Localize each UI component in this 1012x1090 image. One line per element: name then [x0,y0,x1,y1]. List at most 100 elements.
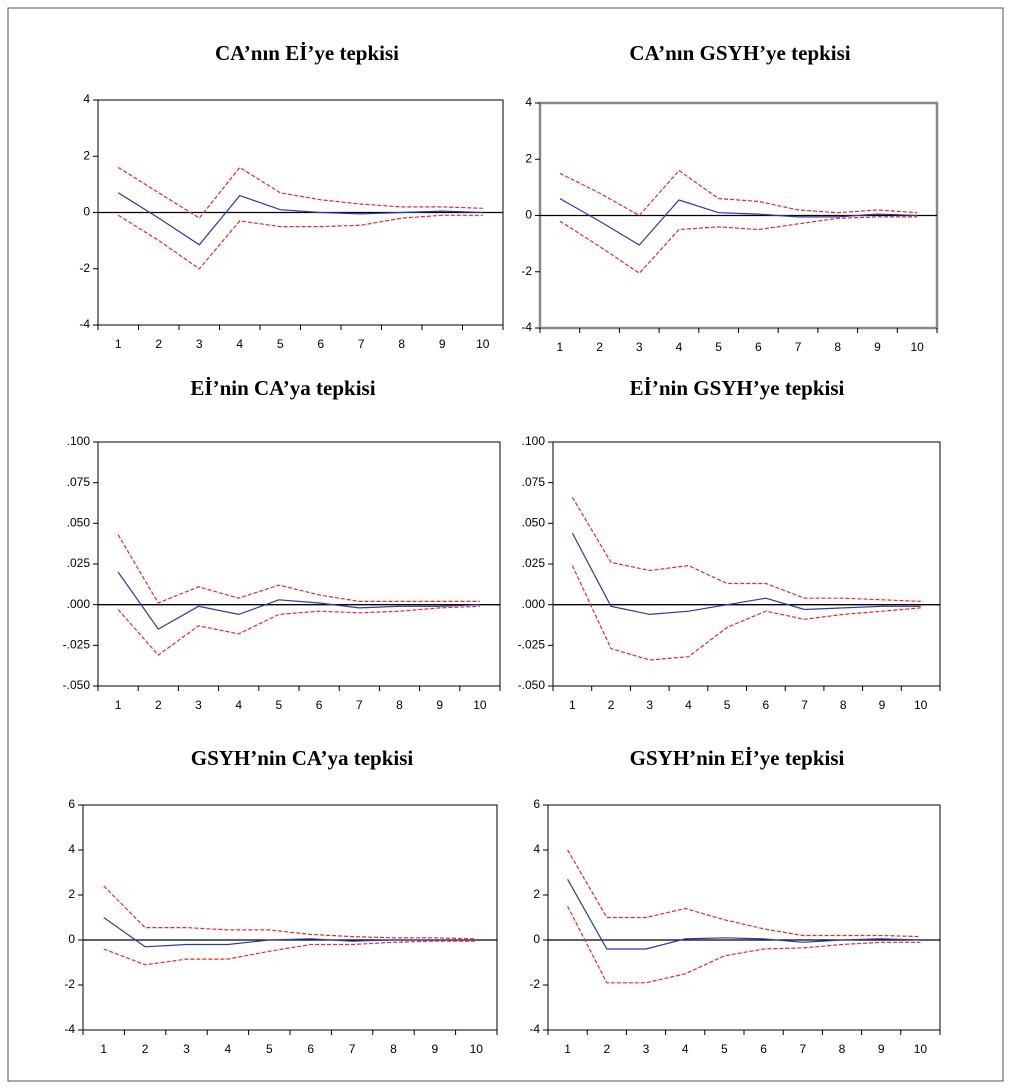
y-tick-label: .000 [67,597,91,611]
response-line [559,198,918,246]
x-tick-label: 7 [358,337,365,351]
y-tick-label: 6 [533,797,540,811]
y-tick-label: -.050 [63,678,91,692]
confidence-band [117,605,480,656]
confidence-band [117,166,483,219]
y-tick-label: -.025 [63,638,91,652]
y-tick-label: -2 [79,261,90,275]
confidence-band [103,885,477,940]
y-tick-label: -.025 [518,638,546,652]
x-tick-label: 8 [398,337,405,351]
y-tick-label: .025 [522,556,546,570]
plot-frame [82,804,498,1031]
y-tick-label: 2 [525,151,532,165]
y-tick-label: .025 [67,556,91,570]
plot-frame [97,441,501,687]
x-tick-label: 7 [795,340,802,354]
y-tick-label: .075 [522,475,546,489]
x-tick-label: 4 [236,337,243,351]
x-tick-label: 3 [195,698,202,712]
y-tick-label: .050 [522,516,546,530]
y-tick-label: 2 [83,148,90,162]
x-tick-label: 1 [115,698,122,712]
confidence-band [103,940,477,966]
x-tick-label: 6 [755,340,762,354]
x-tick-label: 9 [439,337,446,351]
response-line [567,879,921,950]
x-tick-label: 6 [760,1042,767,1056]
x-tick-label: 4 [682,1042,689,1056]
x-tick-label: 1 [100,1042,107,1056]
x-tick-label: 7 [801,698,808,712]
x-tick-label: 10 [914,1042,928,1056]
x-tick-label: 10 [473,698,487,712]
y-tick-label: .100 [522,434,546,448]
y-tick-label: -4 [529,1022,540,1036]
x-tick-label: 6 [763,698,770,712]
x-tick-label: 5 [277,337,284,351]
x-tick-label: 6 [307,1042,314,1056]
x-tick-label: 4 [235,698,242,712]
chart-title: GSYH’nin Eİ’ye tepkisi [630,746,845,770]
y-tick-label: -4 [64,1022,75,1036]
y-tick-label: 0 [533,932,540,946]
y-tick-label: 2 [533,887,540,901]
x-tick-label: 3 [646,698,653,712]
x-tick-label: 9 [432,1042,439,1056]
x-tick-label: 1 [564,1042,571,1056]
x-tick-label: 7 [349,1042,356,1056]
y-tick-label: .050 [67,516,91,530]
x-tick-label: 4 [685,698,692,712]
x-tick-label: 5 [276,698,283,712]
x-tick-label: 1 [557,340,564,354]
x-tick-label: 3 [183,1042,190,1056]
x-tick-label: 2 [155,337,162,351]
x-tick-label: 3 [196,337,203,351]
y-tick-label: 0 [68,932,75,946]
confidence-band [571,565,921,661]
chart-title: GSYH’nin CA’ya tepkisi [191,746,414,770]
x-tick-label: 5 [724,698,731,712]
x-tick-label: 8 [840,698,847,712]
confidence-band [559,169,918,217]
chart-title: CA’nın Eİ’ye tepkisi [215,41,399,65]
y-tick-label: -4 [79,317,90,331]
x-tick-label: 2 [608,698,615,712]
x-tick-label: 9 [874,340,881,354]
chart-title: Eİ’nin CA’ya tepkisi [190,376,375,400]
x-tick-label: 10 [910,340,924,354]
chart-title: CA’nın GSYH’ye tepkisi [629,41,850,65]
confidence-band [567,906,921,984]
response-line [571,532,921,616]
response-line [103,917,477,948]
x-tick-label: 3 [636,340,643,354]
x-tick-label: 4 [225,1042,232,1056]
confidence-band [571,496,921,602]
y-tick-label: 4 [83,92,90,106]
y-tick-label: 6 [68,797,75,811]
x-tick-label: 3 [643,1042,650,1056]
x-tick-label: 2 [596,340,603,354]
confidence-band [117,534,480,604]
x-tick-label: 5 [715,340,722,354]
plot-frame [552,441,941,687]
y-tick-label: -2 [64,977,75,991]
x-tick-label: 8 [390,1042,397,1056]
x-tick-label: 10 [476,337,490,351]
y-tick-label: 0 [525,208,532,222]
x-tick-label: 6 [316,698,323,712]
y-tick-label: 4 [533,842,540,856]
y-tick-label: 4 [525,95,532,109]
x-tick-label: 4 [676,340,683,354]
y-tick-label: 2 [68,887,75,901]
x-tick-label: 8 [396,698,403,712]
x-tick-label: 7 [356,698,363,712]
x-tick-label: 5 [266,1042,273,1056]
x-tick-label: 1 [115,337,122,351]
chart-title: Eİ’nin GSYH’ye tepkisi [630,376,845,400]
y-tick-label: .100 [67,434,91,448]
x-tick-label: 6 [317,337,324,351]
y-tick-label: -2 [529,977,540,991]
y-tick-label: 4 [68,842,75,856]
